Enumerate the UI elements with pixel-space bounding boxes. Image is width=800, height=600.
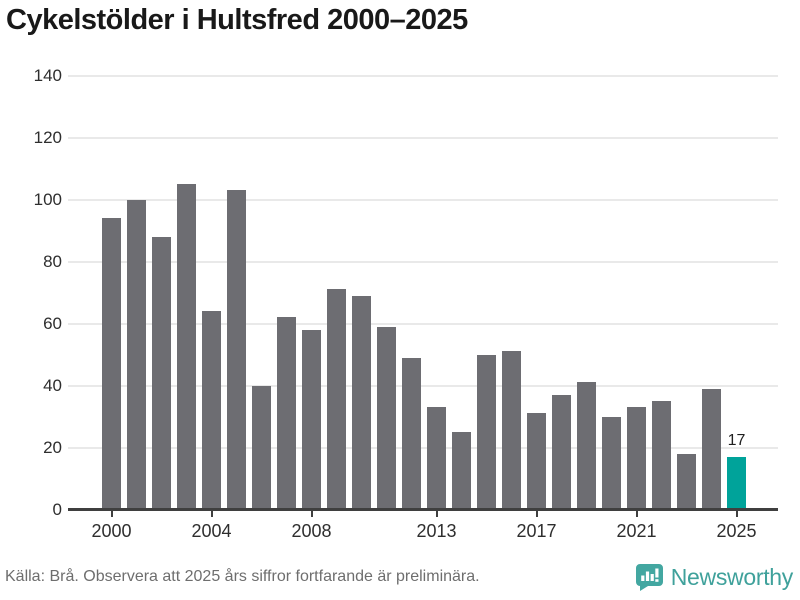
gridline-y-40 xyxy=(68,384,778,387)
x-tick-2025 xyxy=(735,511,738,517)
x-axis-label-2000: 2000 xyxy=(91,520,132,541)
gridline-y-60 xyxy=(68,322,778,325)
bar-2012 xyxy=(402,357,421,510)
bar-2002 xyxy=(152,236,171,510)
x-axis-label-2017: 2017 xyxy=(516,520,557,541)
bar-2014 xyxy=(452,432,471,510)
bar-2022 xyxy=(652,401,671,510)
brand-name: Newsworthy xyxy=(670,563,794,590)
newsworthy-logo-icon xyxy=(635,563,663,591)
bar-2000 xyxy=(102,218,121,510)
bar-2008 xyxy=(302,329,321,510)
bar-2017 xyxy=(527,413,546,510)
bar-2005 xyxy=(227,190,246,510)
bar-2024 xyxy=(702,388,721,510)
bar-2003 xyxy=(177,184,196,510)
x-axis-label-2008: 2008 xyxy=(291,520,332,541)
bar-2015 xyxy=(477,354,496,510)
bar-2020 xyxy=(602,416,621,510)
bar-2019 xyxy=(577,382,596,510)
gridline-y-120 xyxy=(68,136,778,139)
source-note: Källa: Brå. Observera att 2025 års siffr… xyxy=(5,568,480,585)
y-axis-label-20: 20 xyxy=(43,437,62,457)
brand-logo: Newsworthy xyxy=(635,560,793,594)
y-axis-label-120: 120 xyxy=(33,127,62,147)
chart-title: Cykelstölder i Hultsfred 2000–2025 xyxy=(6,4,468,36)
x-axis-label-2013: 2013 xyxy=(416,520,457,541)
y-axis-label-80: 80 xyxy=(43,251,62,271)
footer: Källa: Brå. Observera att 2025 års siffr… xyxy=(0,558,800,600)
y-axis-label-60: 60 xyxy=(43,313,62,333)
x-axis-line xyxy=(68,508,778,511)
bar-2001 xyxy=(127,199,146,510)
bar-2013 xyxy=(427,407,446,510)
x-tick-2008 xyxy=(310,511,313,517)
y-axis-label-100: 100 xyxy=(33,189,62,209)
gridline-y-80 xyxy=(68,260,778,263)
bar-2025 xyxy=(727,456,746,510)
y-axis-label-40: 40 xyxy=(43,375,62,395)
bar-2007 xyxy=(277,317,296,510)
bar-2011 xyxy=(377,326,396,510)
x-tick-2013 xyxy=(435,511,438,517)
x-tick-2021 xyxy=(635,511,638,517)
bar-2023 xyxy=(677,453,696,510)
bar-value-label-2025: 17 xyxy=(727,431,746,449)
x-tick-2017 xyxy=(535,511,538,517)
bar-2016 xyxy=(502,351,521,510)
x-axis-label-2025: 2025 xyxy=(716,520,757,541)
bar-2009 xyxy=(327,289,346,510)
bar-2018 xyxy=(552,394,571,510)
gridline-y-20 xyxy=(68,446,778,449)
x-axis-label-2004: 2004 xyxy=(191,520,232,541)
bar-2006 xyxy=(252,385,271,510)
bar-2010 xyxy=(352,295,371,510)
gridline-y-140 xyxy=(68,74,778,77)
bar-2004 xyxy=(202,311,221,510)
x-axis-label-2021: 2021 xyxy=(616,520,657,541)
gridline-y-100 xyxy=(68,198,778,201)
x-tick-2004 xyxy=(210,511,213,517)
y-axis-label-140: 140 xyxy=(33,65,62,85)
bar-2021 xyxy=(627,407,646,510)
x-tick-2000 xyxy=(110,511,113,517)
y-axis-label-0: 0 xyxy=(52,499,62,519)
